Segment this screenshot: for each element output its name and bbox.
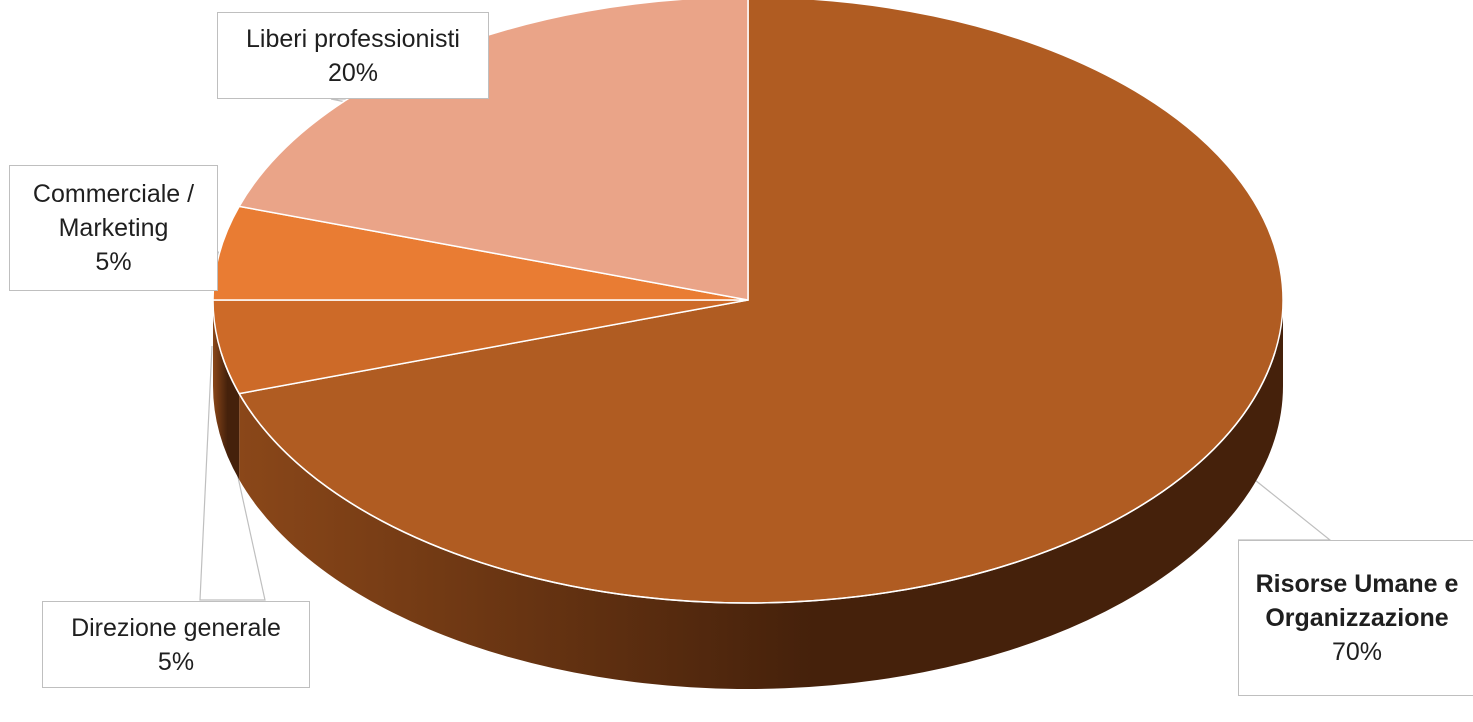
pie-slice-commerciale-marketing (212, 205, 749, 301)
data-label-liberi-professionisti: Liberi professionisti 20% (217, 12, 489, 99)
data-label-name-line-1: Risorse Umane e (1255, 570, 1459, 598)
pie-side-direzione-generale (213, 300, 240, 480)
data-label-value: 20% (327, 58, 379, 87)
pie-slices (212, 0, 1284, 604)
data-label-value: 70% (1331, 638, 1383, 666)
data-label-risorse-umane: Risorse Umane e Organizzazione 70% (1238, 540, 1473, 696)
data-label-name-line-1: Direzione generale (71, 613, 281, 642)
data-label-name-line-2: Organizzazione (1265, 604, 1449, 632)
leader-line-direzione-generale (199, 345, 266, 601)
pie-side-walls (213, 300, 1283, 689)
data-label-name-line-2: Marketing (58, 214, 169, 242)
data-label-value: 5% (95, 248, 132, 276)
data-label-commerciale-marketing: Commerciale / Marketing 5% (9, 165, 218, 291)
data-label-direzione-generale: Direzione generale 5% (42, 601, 310, 688)
data-label-value: 5% (157, 647, 195, 676)
pie-side-risorse-umane-e-organizzazione (239, 300, 1283, 689)
pie-rim-line (220, 352, 1276, 604)
data-label-name-line-1: Commerciale / (32, 180, 195, 208)
data-label-name-line-1: Liberi professionisti (246, 24, 460, 53)
